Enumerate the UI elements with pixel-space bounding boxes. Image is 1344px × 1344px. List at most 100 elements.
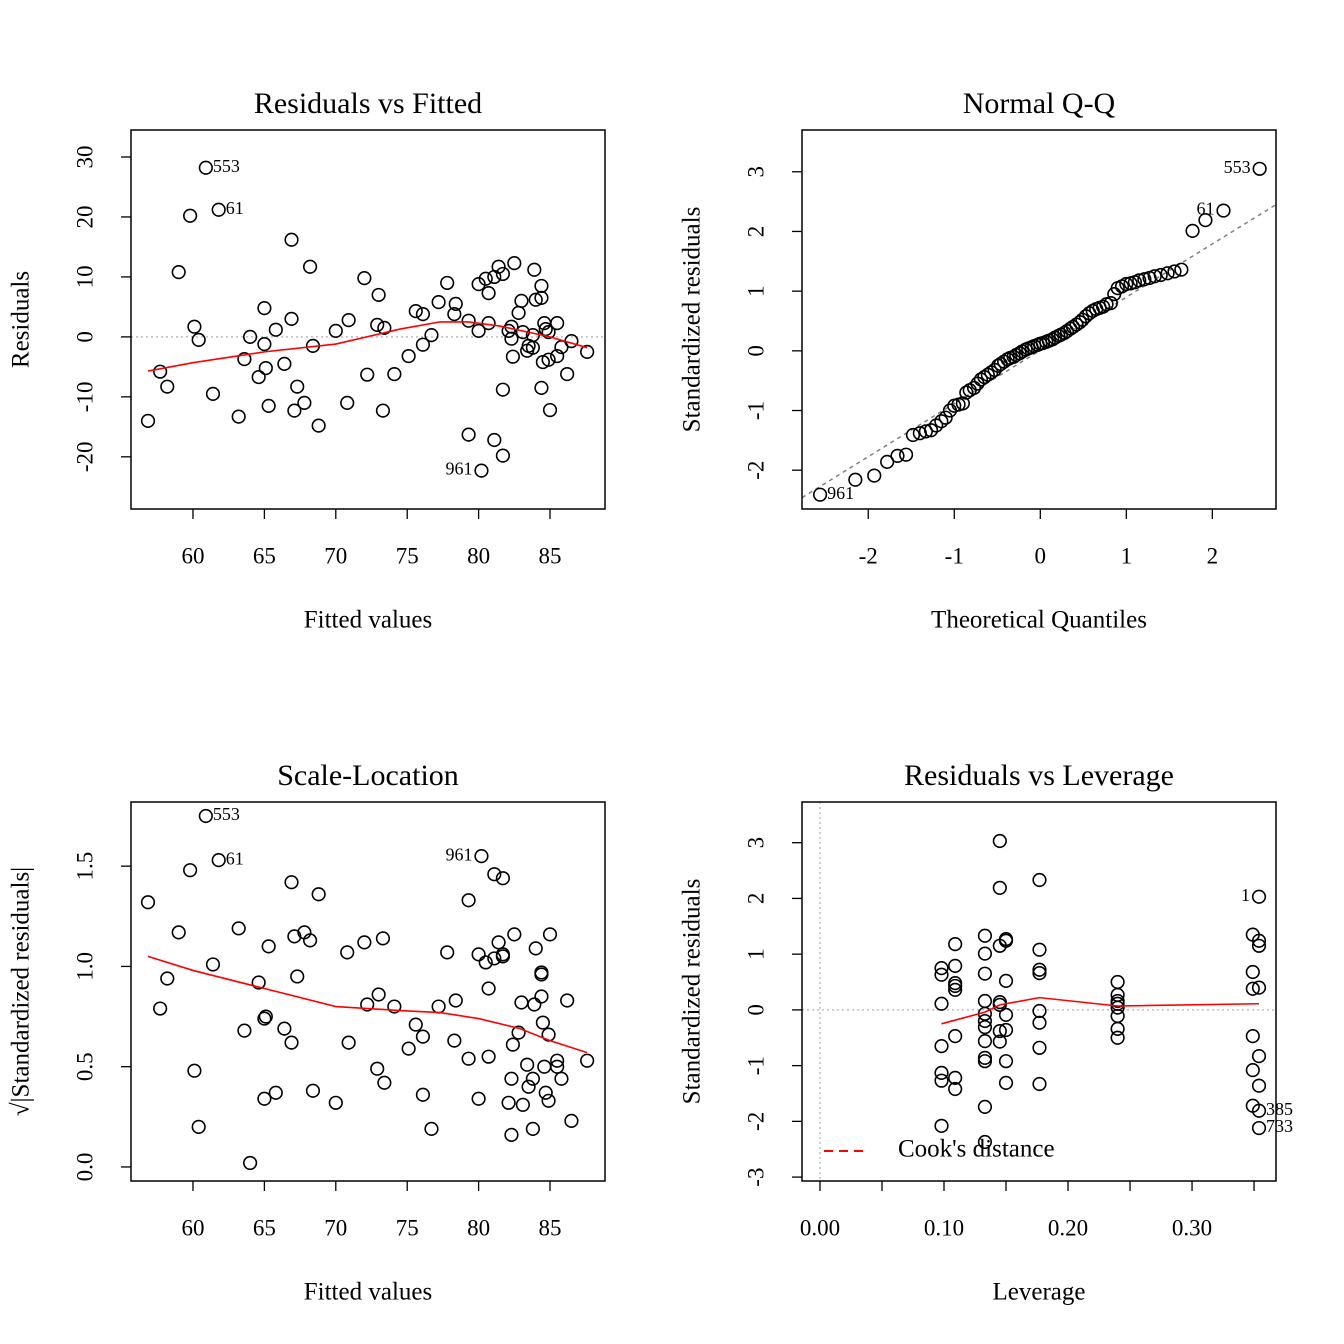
qq-line: [801, 203, 1277, 499]
y-tick-label: 3: [743, 837, 768, 849]
y-tick-label: 0: [72, 331, 97, 343]
point: [1132, 273, 1147, 288]
point: [305, 1083, 321, 1098]
point: [1119, 276, 1134, 292]
point: [948, 958, 963, 973]
point: [959, 385, 974, 400]
x-axis-title: Fitted values: [304, 607, 432, 634]
y-tick-label: 1.5: [72, 852, 97, 881]
smooth-line: [147, 321, 588, 372]
point: [848, 472, 863, 487]
point: [992, 833, 1007, 849]
point-label: 61: [1197, 199, 1215, 219]
point: [934, 1073, 949, 1088]
point: [357, 935, 372, 950]
point: [1147, 269, 1162, 284]
point: [1251, 1049, 1267, 1064]
point: [948, 1081, 963, 1097]
point: [287, 403, 302, 418]
point: [1251, 1120, 1267, 1136]
point: [505, 349, 520, 364]
point: [284, 1035, 299, 1050]
point: [377, 1075, 392, 1090]
point: [211, 202, 226, 217]
point: [1095, 299, 1111, 314]
y-tick-label: -1: [743, 401, 768, 420]
point: [183, 208, 198, 223]
point: [495, 382, 510, 397]
point: [257, 301, 272, 316]
point: [481, 315, 496, 331]
point: [534, 967, 549, 982]
point: [534, 989, 549, 1004]
panel-title: Residuals vs Leverage: [904, 759, 1174, 792]
point: [431, 999, 446, 1014]
point: [1032, 966, 1047, 981]
point: [375, 931, 391, 946]
panel-title: Scale-Location: [277, 759, 459, 792]
point: [447, 1033, 462, 1048]
x-tick-label: 70: [324, 1215, 347, 1240]
point: [340, 945, 355, 960]
point-label: 961: [445, 459, 472, 479]
point: [251, 369, 266, 385]
point: [140, 895, 156, 910]
point: [977, 1020, 993, 1035]
point: [370, 317, 385, 332]
y-axis-title: √|Standardized residuals|: [8, 867, 35, 1116]
point: [408, 1017, 423, 1032]
point: [448, 993, 463, 1008]
point: [311, 418, 326, 433]
point: [261, 939, 276, 954]
point: [237, 1023, 252, 1038]
point: [211, 853, 226, 868]
panel: Residuals vs Fitted Fitted values Residual…: [8, 87, 606, 634]
y-tick-label: 0: [743, 1004, 768, 1016]
point: [905, 427, 921, 443]
x-tick-label: 80: [467, 543, 490, 568]
x-axis-title: Fitted values: [304, 1279, 432, 1306]
point: [1252, 161, 1267, 176]
point: [198, 160, 213, 175]
point: [258, 360, 273, 376]
point: [387, 999, 402, 1014]
point: [287, 929, 302, 944]
point: [415, 1029, 431, 1044]
point: [1110, 974, 1125, 990]
point: [487, 867, 502, 882]
point: [370, 1061, 385, 1076]
point: [1032, 1040, 1047, 1055]
point: [440, 275, 455, 291]
point: [481, 286, 496, 301]
smooth-line: [147, 955, 588, 1054]
point: [251, 975, 266, 990]
point: [948, 937, 963, 952]
point: [375, 403, 391, 418]
x-tick-label: 65: [253, 1215, 276, 1240]
point: [1245, 1062, 1260, 1078]
point: [538, 1085, 553, 1100]
point: [560, 366, 575, 382]
point: [481, 1049, 496, 1064]
point: [268, 1085, 283, 1100]
x-tick-label: 0.10: [924, 1215, 964, 1240]
point: [1245, 1028, 1260, 1044]
point: [564, 1113, 579, 1128]
point: [560, 993, 575, 1008]
legend-label: Cook's distance: [898, 1136, 1055, 1163]
x-tick-label: 2: [1207, 543, 1219, 568]
panel-title: Normal Q-Q: [963, 87, 1116, 120]
point: [1110, 1000, 1125, 1015]
point: [471, 947, 486, 962]
point: [302, 259, 318, 274]
plot-frame: [801, 801, 1277, 1182]
point: [191, 1119, 206, 1134]
y-tick-label: 1.0: [72, 952, 97, 981]
x-tick-label: 75: [396, 1215, 419, 1240]
point: [495, 949, 510, 964]
point: [541, 352, 556, 367]
x-tick-label: 1: [1121, 543, 1133, 568]
point: [514, 995, 529, 1010]
point: [934, 1118, 949, 1133]
y-tick-label: 0.0: [72, 1153, 97, 1182]
